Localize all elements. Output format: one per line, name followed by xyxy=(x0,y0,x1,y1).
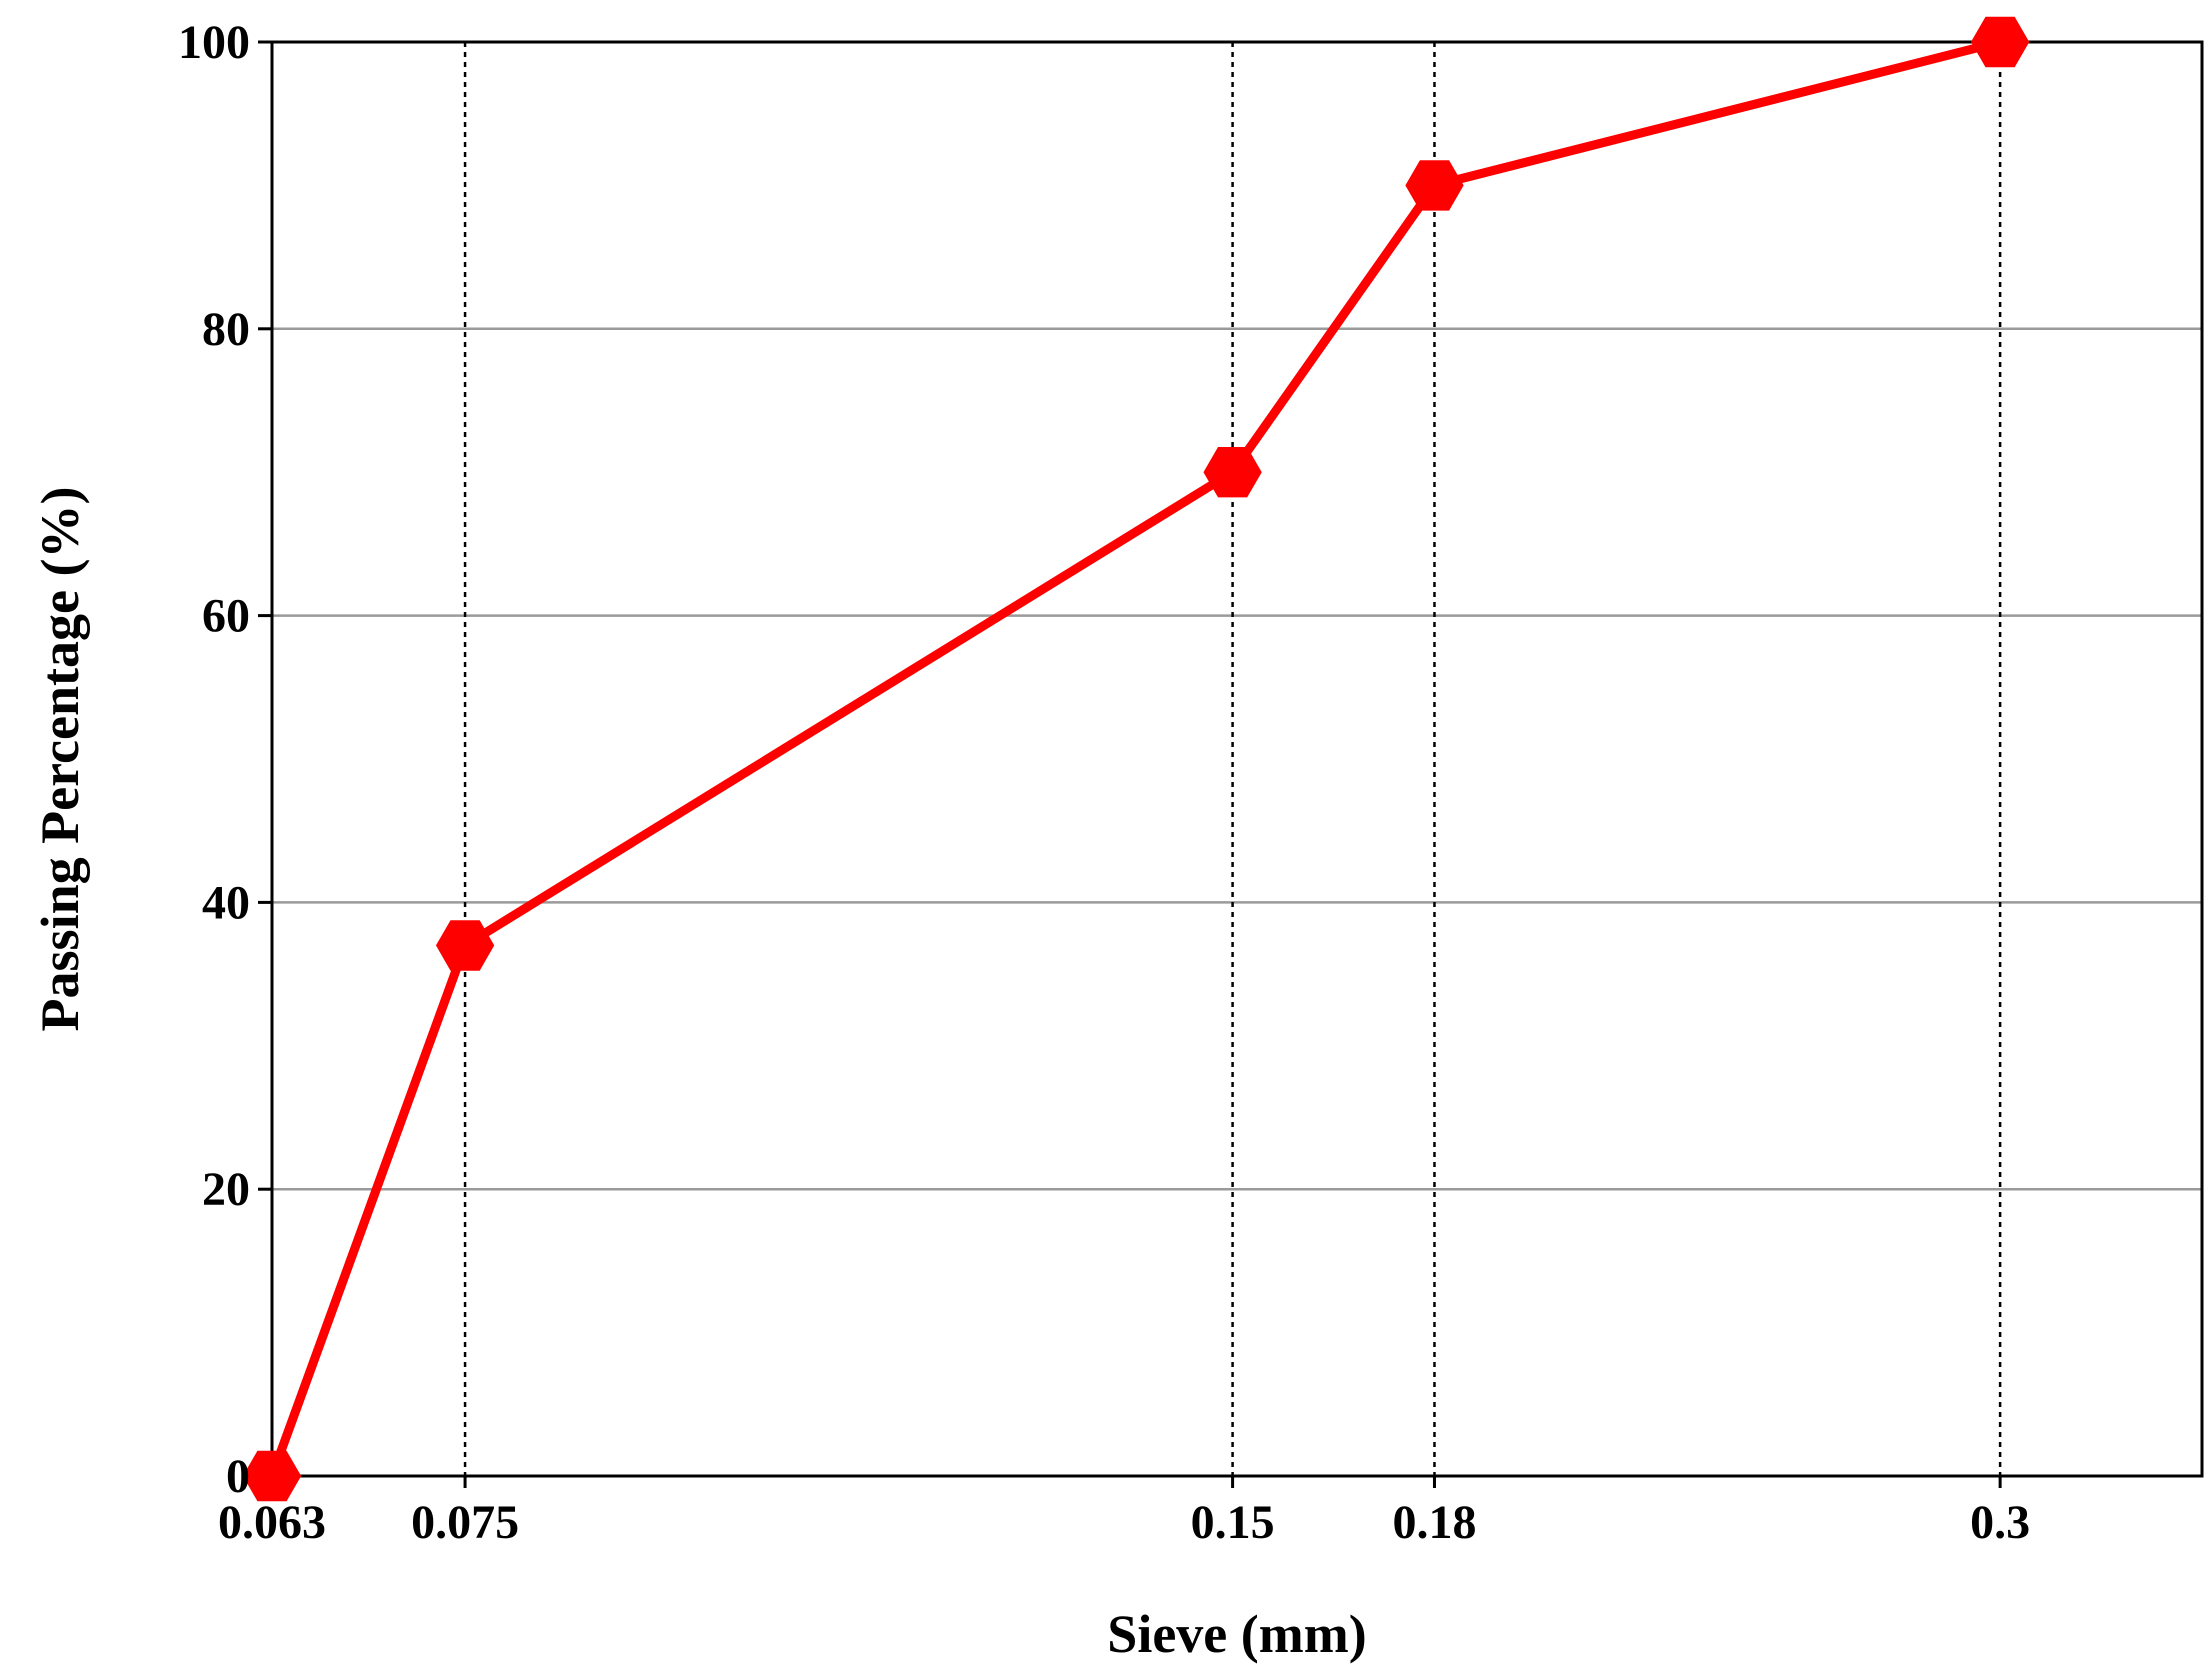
data-point-4 xyxy=(1970,16,2030,68)
x-tick-label-3: 0.18 xyxy=(1392,1496,1476,1549)
y-tick-label-20: 20 xyxy=(202,1163,250,1216)
data-point-1 xyxy=(435,920,495,971)
data-point-3 xyxy=(1405,160,1464,211)
vertical-guide-layer xyxy=(463,42,2002,1476)
x-axis-title: Sieve (mm) xyxy=(1107,1604,1366,1664)
y-axis-title: Passing Percentage (%) xyxy=(30,487,90,1032)
y-tick-label-60: 60 xyxy=(202,590,250,643)
data-point-2 xyxy=(1203,447,1262,498)
grid-layer xyxy=(272,327,2202,1191)
y-tick-label-80: 80 xyxy=(202,303,250,356)
x-tick-label-2: 0.15 xyxy=(1191,1496,1275,1549)
plot-frame xyxy=(270,40,2204,1478)
data-point-0 xyxy=(242,1450,302,1502)
label-layer: 0 20 40 60 80 100 0.063 0.075 0.15 0.18 0.3 xyxy=(178,16,2030,1549)
series-line xyxy=(267,37,2005,1481)
y-tick-label-0: 0 xyxy=(226,1450,250,1503)
tick-layer xyxy=(258,40,2002,1488)
x-tick-label-0: 0.063 xyxy=(218,1496,326,1549)
x-tick-label-4: 0.3 xyxy=(1970,1496,2030,1549)
x-tick-label-1: 0.075 xyxy=(411,1496,519,1549)
series-layer xyxy=(242,16,2030,1502)
y-tick-label-40: 40 xyxy=(202,876,250,929)
y-tick-label-100: 100 xyxy=(178,16,250,69)
